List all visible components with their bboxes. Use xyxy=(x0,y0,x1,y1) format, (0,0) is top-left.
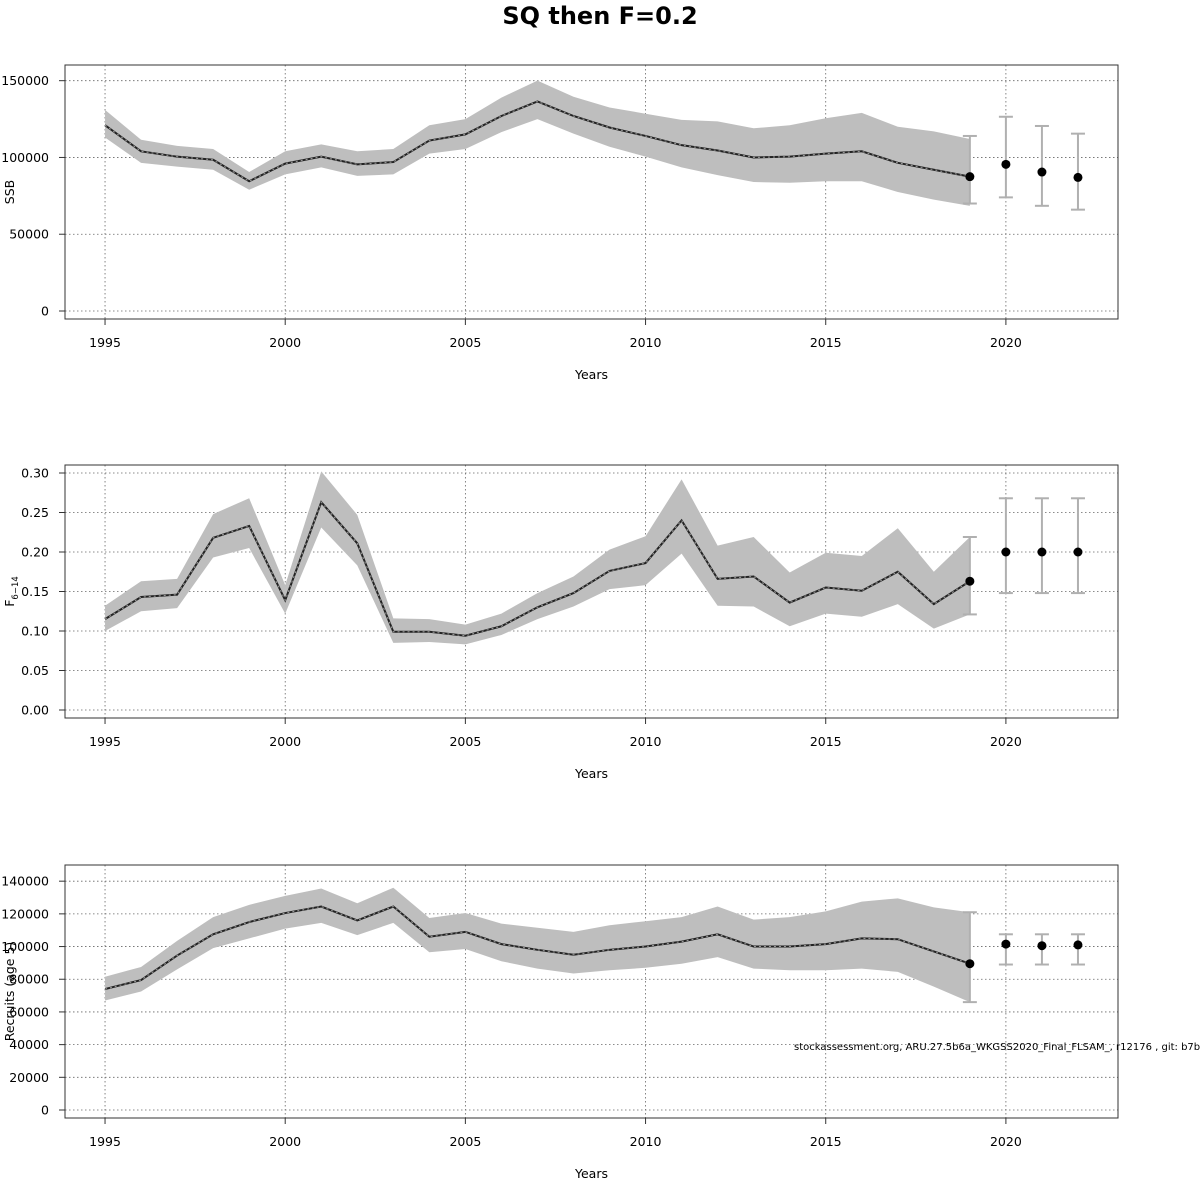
estimate-line-dashes xyxy=(104,501,971,637)
x-tick-label: 2000 xyxy=(269,734,301,749)
x-tick-label: 2010 xyxy=(630,335,662,350)
y-tick-label: 50000 xyxy=(9,227,49,242)
y-tick-label: 0.05 xyxy=(21,663,49,678)
x-tick-label: 2005 xyxy=(449,734,481,749)
chart-panel-1: 1995 2000 2005 2010 2015 2020 0 50000 100000 1500… xyxy=(1,64,1119,382)
y-tick-label: 0.30 xyxy=(21,466,49,481)
x-tick-label: 2005 xyxy=(449,1134,481,1149)
y-tick-label: 0 xyxy=(41,1103,49,1118)
forecast-point xyxy=(1001,547,1011,557)
forecast-point xyxy=(1073,172,1083,182)
x-axis-label: Years xyxy=(574,1166,608,1181)
x-tick-label: 1995 xyxy=(89,1134,121,1149)
x-tick-label: 2010 xyxy=(630,1134,662,1149)
y-tick-label: 0.00 xyxy=(21,703,49,718)
y-axis-label: SSB xyxy=(2,180,17,204)
y-axis-label: Recruits (age 5) xyxy=(2,942,17,1042)
x-tick-label: 2015 xyxy=(810,734,842,749)
x-tick-label: 2000 xyxy=(269,335,301,350)
y-axis-label-main: F xyxy=(2,600,17,607)
plot-frame xyxy=(64,64,1119,320)
x-axis-label: Years xyxy=(574,766,608,781)
y-tick-label: 0.25 xyxy=(21,505,49,520)
forecast-point xyxy=(1037,167,1047,177)
y-axis-label: F6−14 xyxy=(2,576,21,607)
y-tick-label: 100000 xyxy=(1,939,49,954)
y-tick-label: 100000 xyxy=(1,150,49,165)
plot-frame xyxy=(64,864,1119,1119)
y-axis-label-subscript: 6−14 xyxy=(11,576,21,599)
page-title: SQ then F=0.2 xyxy=(502,2,698,30)
y-axis-label-main: Recruits (age 5) xyxy=(2,942,17,1042)
x-tick-label: 2020 xyxy=(990,335,1022,350)
estimate-line-dashes xyxy=(104,100,970,182)
estimate-line-dashes xyxy=(104,905,971,990)
y-tick-label: 20000 xyxy=(9,1070,49,1085)
y-tick-label: 140000 xyxy=(1,874,49,889)
x-tick-label: 2020 xyxy=(990,734,1022,749)
y-tick-label: 120000 xyxy=(1,906,49,921)
forecast-point xyxy=(1001,939,1011,949)
y-tick-label: 0.15 xyxy=(21,584,49,599)
confidence-band xyxy=(105,80,970,206)
forecast-point xyxy=(965,172,975,182)
x-tick-label: 2000 xyxy=(269,1134,301,1149)
y-tick-label: 40000 xyxy=(9,1037,49,1052)
forecast-point xyxy=(965,959,975,969)
forecast-point xyxy=(965,576,975,586)
forecast-point xyxy=(1001,159,1011,169)
x-tick-label: 2005 xyxy=(449,335,481,350)
chart-panel-2: 1995 2000 2005 2010 2015 2020 0.00 0.05 0.10 0.15… xyxy=(2,464,1119,781)
x-tick-label: 2015 xyxy=(810,1134,842,1149)
x-axis-label: Years xyxy=(574,367,608,382)
confidence-band xyxy=(105,887,970,1003)
y-tick-label: 0.10 xyxy=(21,624,49,639)
x-tick-label: 1995 xyxy=(89,734,121,749)
y-tick-label: 150000 xyxy=(1,73,49,88)
x-tick-label: 2015 xyxy=(810,335,842,350)
footer-note: stockassessment.org, ARU.27.5b6a_WKGSS20… xyxy=(794,1042,1200,1053)
forecast-point xyxy=(1073,547,1083,557)
y-tick-label: 0.20 xyxy=(21,545,49,560)
forecast-point xyxy=(1037,547,1047,557)
chart-panel-3: 1995 2000 2005 2010 2015 2020 0 20000 40000 60000… xyxy=(1,864,1119,1181)
forecast-point xyxy=(1037,941,1047,951)
y-tick-label: 80000 xyxy=(9,972,49,987)
x-tick-label: 2010 xyxy=(630,734,662,749)
y-axis-label-main: SSB xyxy=(2,180,17,204)
confidence-band xyxy=(105,471,970,645)
x-tick-label: 1995 xyxy=(89,335,121,350)
x-tick-label: 2020 xyxy=(990,1134,1022,1149)
y-tick-label: 60000 xyxy=(9,1004,49,1019)
y-tick-label: 0 xyxy=(41,304,49,319)
forecast-point xyxy=(1073,940,1083,950)
